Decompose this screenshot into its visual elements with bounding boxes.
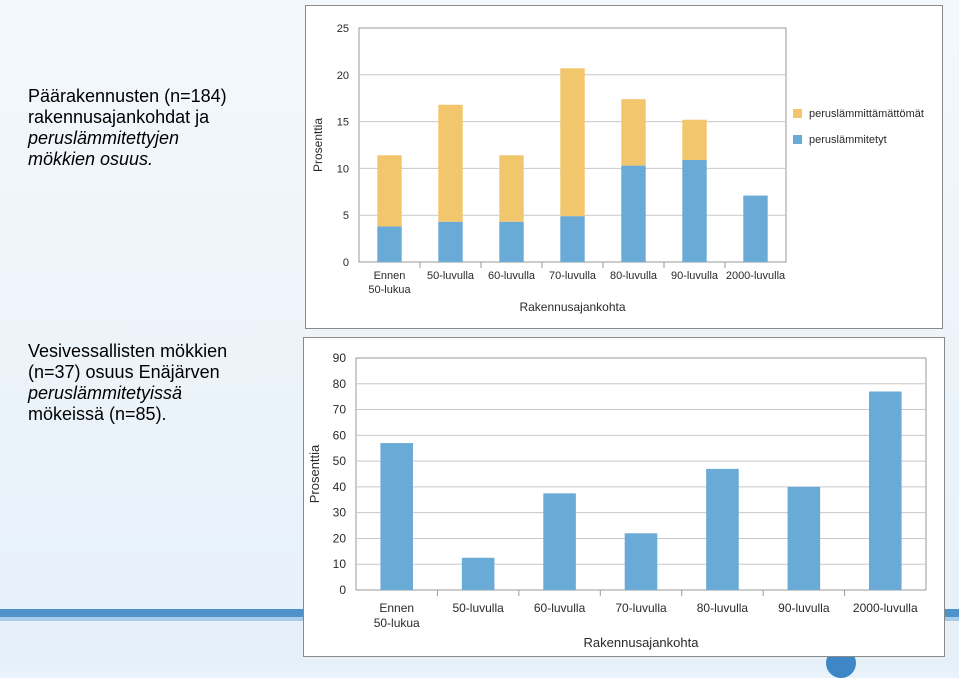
x-tick-label: 2000-luvulla	[726, 270, 786, 282]
y-tick-label: 20	[333, 531, 347, 545]
y-tick-label: 10	[333, 557, 347, 571]
bar-peruslämmittämättömät	[438, 104, 463, 222]
bar-vesivessalliset	[380, 443, 413, 590]
y-tick-label: 10	[337, 163, 349, 175]
bar-peruslämmitetyt	[621, 165, 646, 262]
legend-label: peruslämmitetyt	[809, 134, 887, 146]
bar-peruslämmittämättömät	[560, 68, 585, 217]
x-tick-label: 50-luvulla	[427, 270, 475, 282]
bar-peruslämmitetyt	[560, 216, 585, 262]
legend-label: peruslämmittämättömät	[809, 108, 924, 120]
bar-peruslämmitetyt	[682, 159, 707, 262]
bar-vesivessalliset	[869, 391, 902, 590]
bar-peruslämmitetyt	[377, 226, 402, 262]
x-tick-label: 60-luvulla	[488, 270, 536, 282]
y-tick-label: 90	[333, 351, 347, 365]
x-tick-label: 80-luvulla	[697, 601, 749, 615]
top-chart-caption: Päärakennusten (n=184) rakennusajankohda…	[28, 86, 298, 170]
bar-chart-panel: 0 10 20 30 40 50 60 70 80 90 Ennen 50-lukua 50-luvul…	[303, 337, 945, 657]
y-tick-label: 0	[343, 257, 349, 269]
y-tick-label: 70	[333, 403, 347, 417]
x-tick-label: 70-luvulla	[615, 601, 667, 615]
x-tick-label: 90-luvulla	[671, 270, 719, 282]
bar-vesivessalliset	[706, 468, 739, 590]
y-tick-label: 20	[337, 70, 349, 82]
y-tick-label: 40	[333, 480, 347, 494]
x-tick-label: 2000-luvulla	[853, 601, 918, 615]
bottom-chart-caption: Vesivessallisten mökkien (n=37) osuus En…	[28, 341, 298, 425]
bar-peruslämmitetyt	[743, 195, 768, 262]
y-tick-label: 25	[337, 23, 349, 35]
x-axis-title: Rakennusajankohta	[584, 635, 700, 650]
x-tick-label: 80-luvulla	[610, 270, 658, 282]
x-tick-label: 50-lukua	[368, 284, 411, 296]
caption-line: Vesivessallisten mökkien	[28, 341, 228, 361]
stacked-bar-chart-panel: 0 5 10 15 20 25 Ennen 50-lukua 50-luvulla 60-luvu…	[305, 5, 943, 329]
x-tick-label: 50-luvulla	[452, 601, 504, 615]
y-tick-label: 50	[333, 454, 347, 468]
x-tick-label: 50-lukua	[374, 616, 420, 630]
bar-vesivessalliset	[624, 533, 658, 590]
bar-vesivessalliset	[787, 486, 821, 590]
y-tick-label: 0	[339, 583, 346, 597]
caption-line: rakennusajankohdat ja	[28, 107, 210, 127]
bar-peruslämmitetyt	[438, 221, 463, 262]
bar-peruslämmittämättömät	[377, 155, 402, 227]
bar-peruslämmittämättömät	[621, 99, 646, 166]
legend-swatch	[793, 109, 802, 118]
caption-line: mökeissä (n=85).	[28, 404, 167, 424]
bar-vesivessalliset	[543, 493, 576, 590]
y-axis-title: Prosenttia	[311, 118, 325, 172]
x-tick-label: 60-luvulla	[534, 601, 586, 615]
stacked-bar-chart: 0 5 10 15 20 25 Ennen 50-lukua 50-luvulla 60-luvu…	[311, 23, 924, 314]
bar-peruslämmittämättömät	[499, 155, 524, 222]
x-tick-label: Ennen	[374, 270, 406, 282]
y-tick-label: 80	[333, 377, 347, 391]
x-tick-label: Ennen	[379, 601, 414, 615]
caption-line: Päärakennusten (n=184)	[28, 86, 227, 106]
x-axis-title: Rakennusajankohta	[519, 300, 625, 314]
legend-swatch	[793, 135, 802, 144]
y-axis-title: Prosenttia	[307, 444, 322, 503]
y-tick-label: 30	[333, 506, 347, 520]
bar-peruslämmitetyt	[499, 221, 524, 262]
x-tick-label: 70-luvulla	[549, 270, 597, 282]
bar-peruslämmittämättömät	[682, 119, 707, 160]
y-tick-label: 5	[343, 210, 349, 222]
bar-vesivessalliset	[461, 557, 495, 590]
caption-line: peruslämmitettyjen	[28, 128, 180, 148]
y-tick-label: 15	[337, 117, 349, 129]
y-tick-label: 60	[333, 428, 347, 442]
x-tick-label: 90-luvulla	[778, 601, 830, 615]
caption-line: (n=37) osuus Enäjärven	[28, 362, 220, 382]
caption-line: peruslämmitetyissä	[28, 383, 183, 403]
caption-line: mökkien osuus.	[28, 149, 154, 169]
